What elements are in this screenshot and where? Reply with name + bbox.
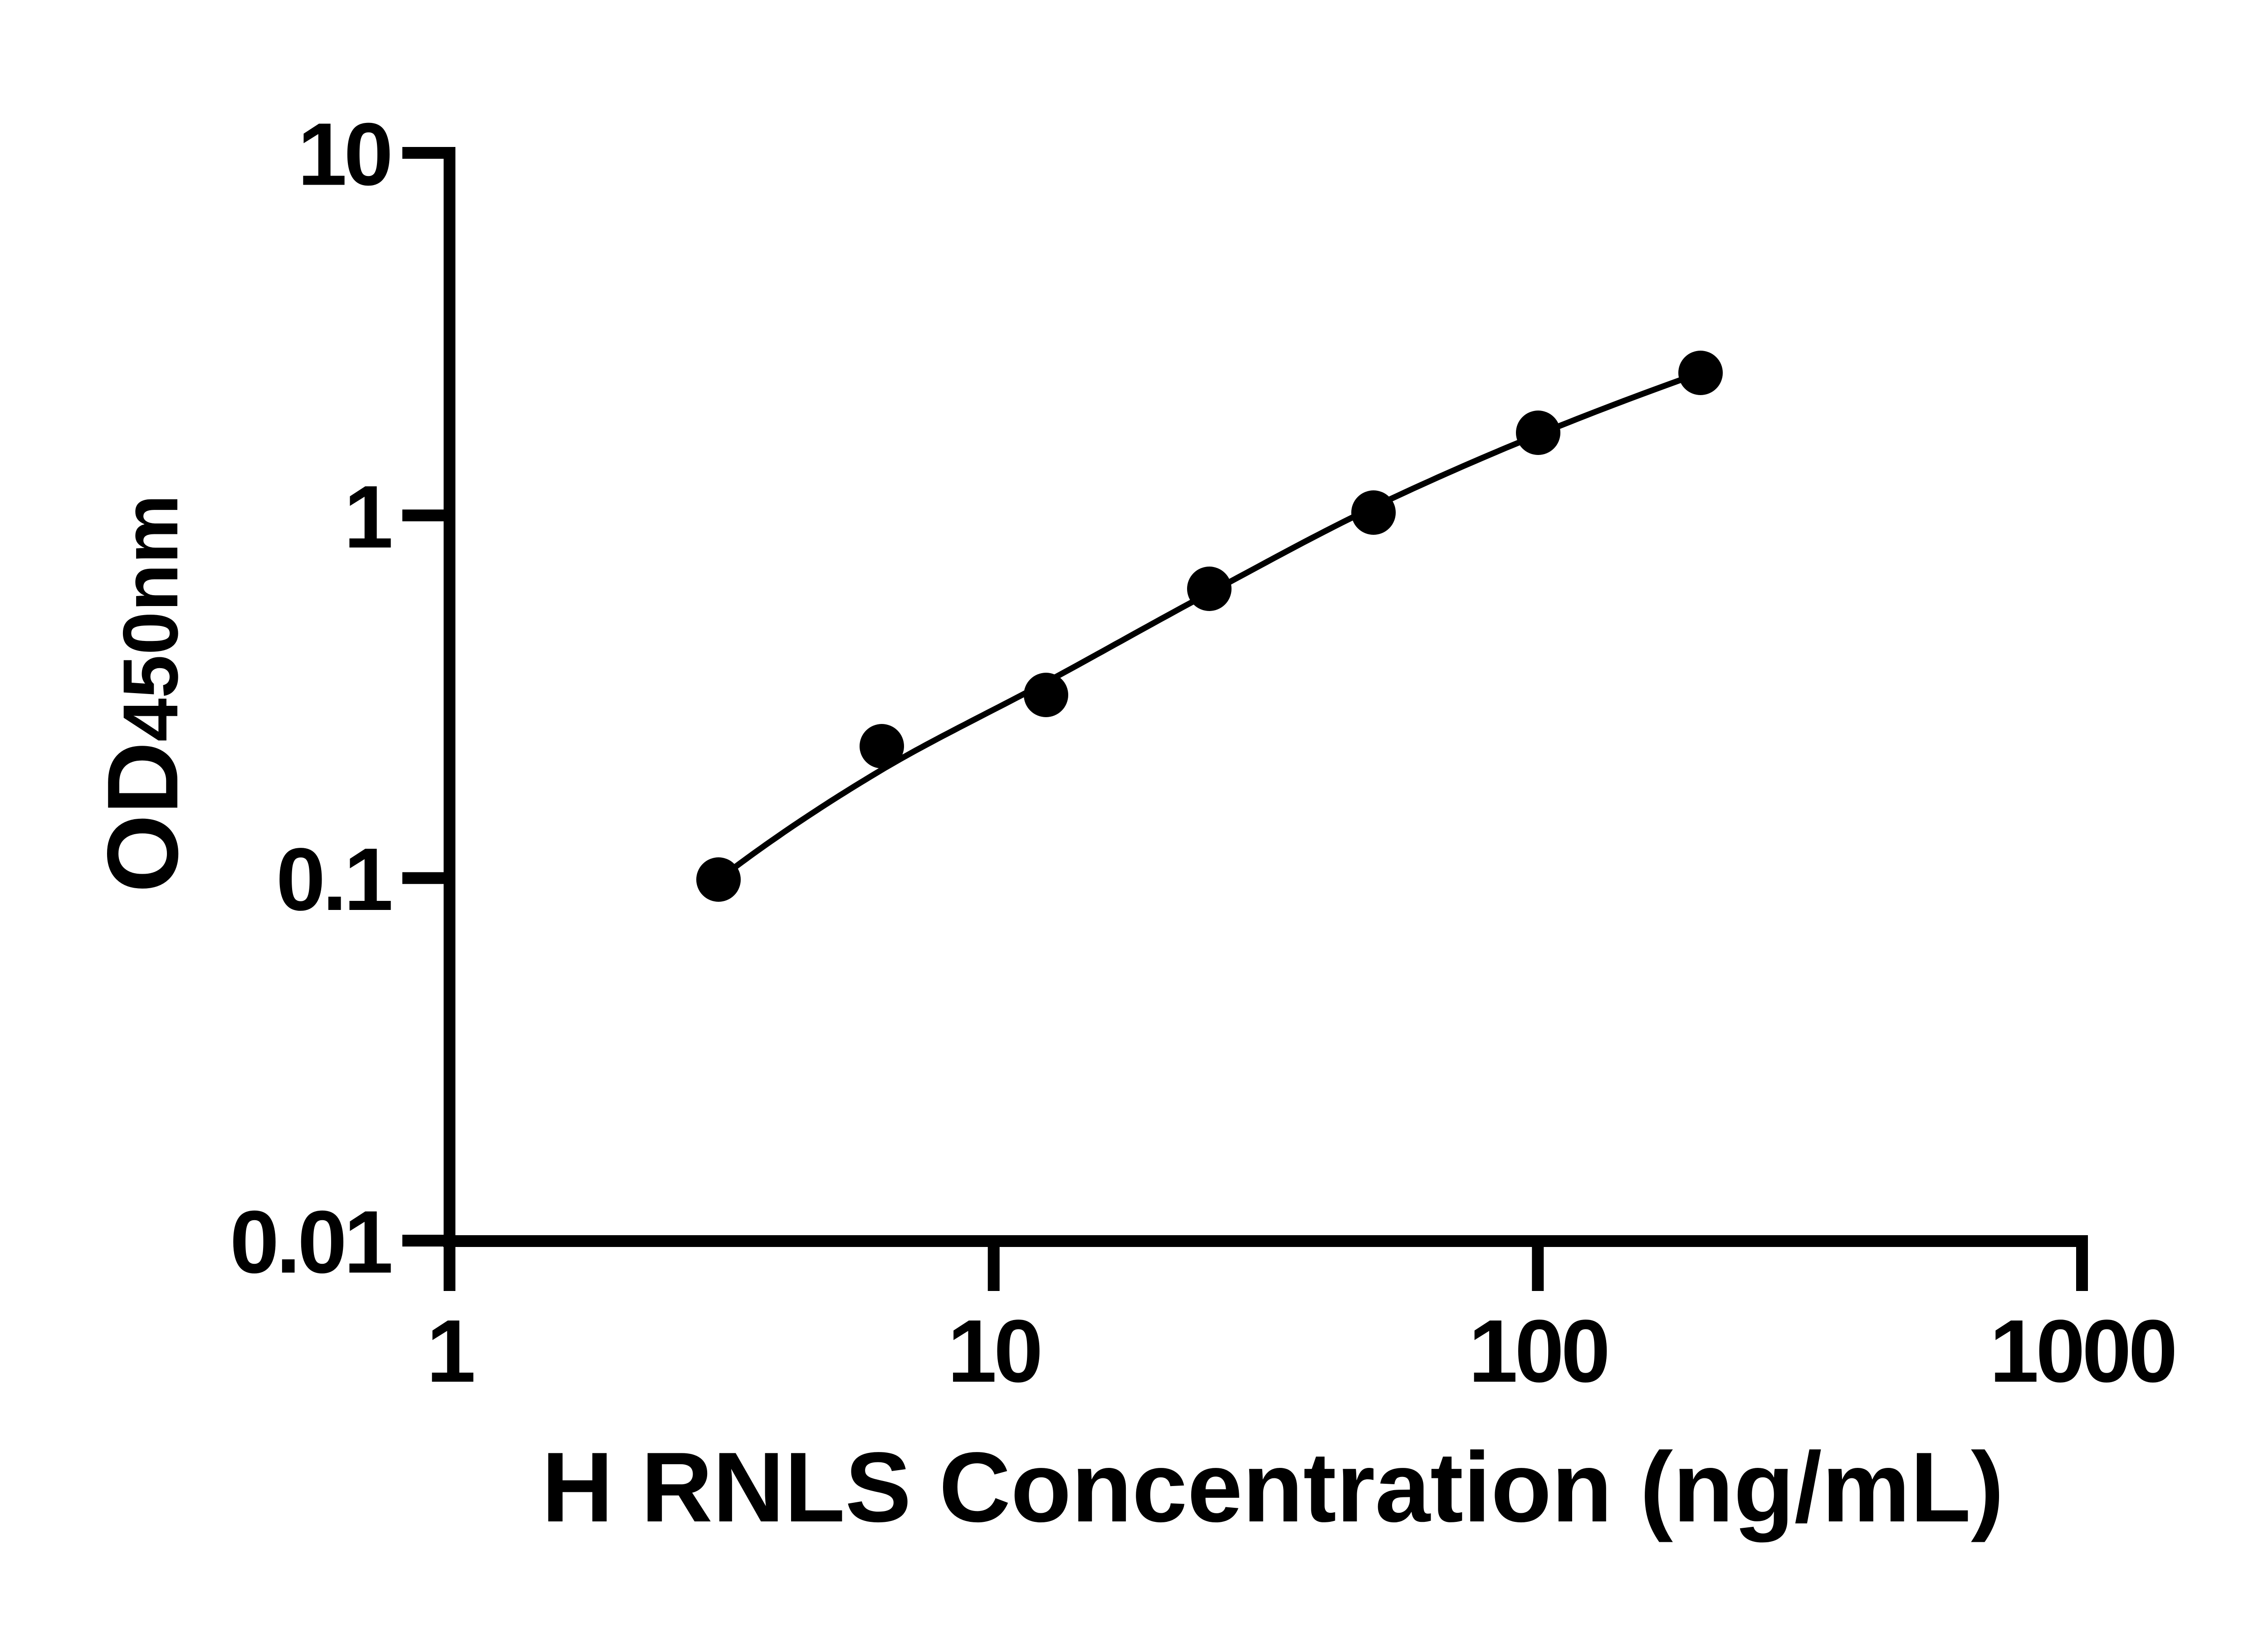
svg-text:H RNLS Concentration (ng/mL): H RNLS Concentration (ng/mL)	[542, 1432, 2004, 1543]
svg-text:0.1: 0.1	[276, 830, 391, 929]
svg-text:1000: 1000	[1989, 1301, 2175, 1401]
svg-text:100: 100	[1468, 1301, 1607, 1401]
svg-text:10: 10	[948, 1301, 1040, 1401]
svg-text:10: 10	[298, 105, 390, 204]
svg-text:1: 1	[344, 467, 391, 567]
svg-text:OD450nm: OD450nm	[87, 494, 199, 893]
svg-text:1: 1	[426, 1301, 474, 1401]
svg-text:0.01: 0.01	[230, 1193, 391, 1292]
